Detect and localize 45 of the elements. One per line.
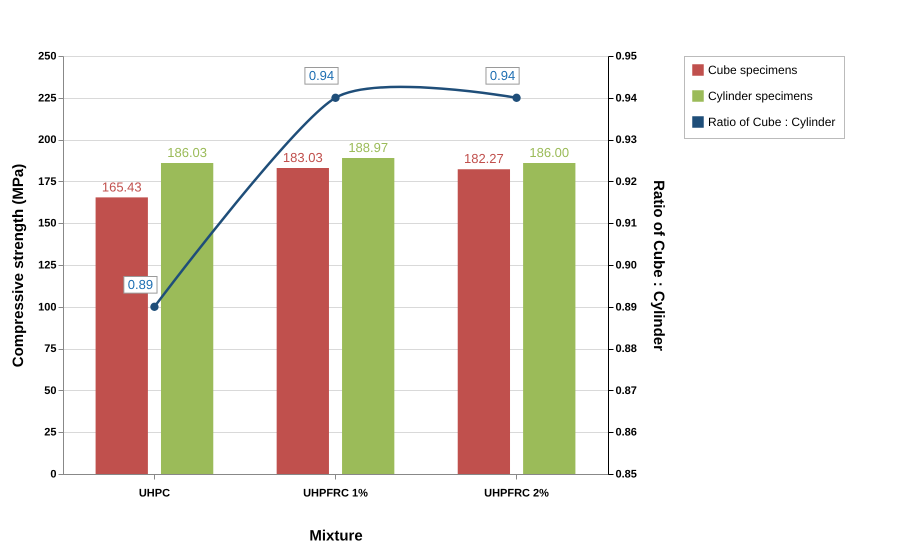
- x-axis-title: Mixture: [309, 528, 363, 544]
- bar: [342, 158, 394, 474]
- y2-tick-label: 0.95: [616, 50, 637, 62]
- legend-label: Ratio of Cube : Cylinder: [708, 115, 836, 129]
- y-tick-label: 75: [44, 343, 56, 356]
- y-tick-label: 50: [44, 384, 56, 397]
- bar: [276, 168, 329, 474]
- y2-axis-title: Ratio of Cube : Cylinder: [650, 180, 667, 352]
- y2-tick-label: 0.91: [616, 218, 637, 230]
- y-tick-label: 100: [38, 301, 56, 314]
- y-tick-label: 150: [38, 218, 56, 230]
- y-tick-label: 0: [50, 468, 56, 480]
- legend-label: Cylinder specimens: [708, 89, 813, 103]
- data-label: 0.94: [308, 68, 334, 83]
- x-tick-label: UHPC: [138, 488, 170, 500]
- bar: [160, 162, 214, 474]
- data-label: 186.00: [529, 145, 570, 160]
- y2-tick-label: 0.87: [616, 384, 637, 397]
- y2-tick-label: 0.94: [616, 92, 638, 104]
- data-label: 188.97: [348, 140, 388, 156]
- y-tick-label: 200: [38, 134, 56, 146]
- data-label: 0.94: [490, 68, 516, 83]
- data-label: 165.43: [102, 179, 142, 194]
- y2-tick-label: 0.89: [616, 301, 637, 314]
- bar: [523, 163, 576, 474]
- text: 0.85: [616, 468, 637, 480]
- data-label: 183.03: [282, 150, 323, 165]
- y-tick-label: 225: [38, 92, 56, 104]
- data-label: 0.89: [128, 276, 154, 292]
- y-tick-label: 25: [44, 426, 56, 439]
- x-tick-label: UHPFRC 2%: [484, 488, 550, 500]
- y-tick-label: 175: [38, 176, 56, 188]
- y2-tick-label: 0.93: [616, 134, 637, 146]
- y2-tick-label: 0.90: [616, 260, 637, 272]
- y2-tick-label: 0.92: [616, 176, 637, 188]
- y2-tick-label: 0.88: [616, 343, 637, 356]
- y2-tick-label: 0.86: [616, 426, 637, 439]
- data-label: 182.27: [464, 151, 504, 166]
- legend-label: Cube specimens: [708, 63, 798, 77]
- bar: [458, 169, 510, 474]
- y-tick-label: 125: [38, 260, 56, 272]
- x-tick-label: UHPFRC 1%: [303, 488, 368, 500]
- data-label: 186.03: [167, 144, 208, 160]
- y-tick-label: 250: [38, 50, 56, 62]
- y-axis-title: Compressive strength (MPa): [10, 164, 28, 368]
